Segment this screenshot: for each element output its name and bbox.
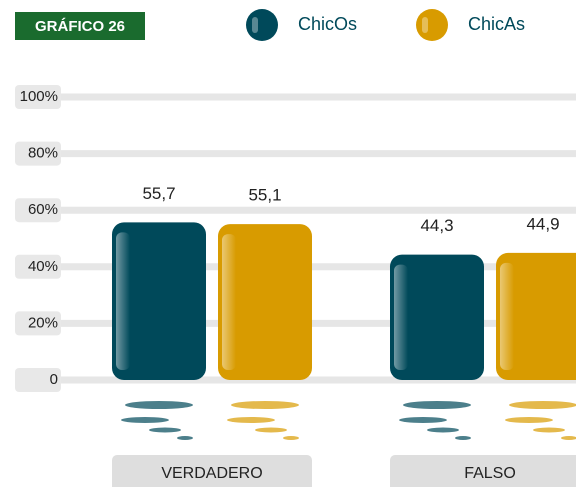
category-box (112, 455, 312, 487)
y-tick-label: 60% (28, 201, 58, 218)
legend-label: ChicOs (298, 14, 357, 34)
tick-box (15, 311, 61, 336)
bar (496, 252, 576, 380)
reflection (509, 401, 576, 409)
bar (390, 254, 484, 380)
bar (112, 222, 206, 380)
reflection (227, 417, 275, 423)
reflection (121, 417, 169, 423)
legend-label: ChicAs (468, 14, 525, 34)
legend-shine (252, 17, 258, 33)
value-label: 55,1 (248, 186, 281, 205)
reflection (427, 427, 459, 433)
reflection (125, 401, 193, 409)
y-tick-label: 0 (50, 371, 58, 388)
legend-shine (422, 17, 428, 33)
y-tick-label: 100% (20, 88, 58, 105)
reflection (561, 436, 576, 440)
x-tick-label: FALSO (464, 465, 516, 482)
tick-box (15, 85, 61, 109)
reflection (533, 427, 565, 433)
tick-box (15, 254, 61, 279)
x-tick-label: VERDADERO (161, 465, 262, 482)
bar-shine (222, 234, 236, 370)
bar (218, 224, 312, 380)
reflection (255, 427, 287, 433)
reflection (399, 417, 447, 423)
tick-box (15, 141, 61, 166)
y-tick-label: 40% (28, 258, 58, 275)
y-tick-label: 80% (28, 145, 58, 162)
reflection (231, 401, 299, 409)
reflection (177, 436, 193, 440)
reflection (283, 436, 299, 440)
legend-swatch (416, 9, 448, 41)
value-label: 55,7 (142, 184, 175, 203)
bar-shine (394, 264, 408, 370)
title-badge (15, 12, 145, 40)
reflection (149, 427, 181, 433)
reflection (455, 436, 471, 440)
reflection (505, 417, 553, 423)
chart-title: GRÁFICO 26 (35, 18, 125, 35)
y-tick-label: 20% (28, 314, 58, 331)
category-box (390, 455, 576, 487)
tick-box (15, 368, 61, 392)
tick-box (15, 198, 61, 223)
bar-shine (500, 262, 514, 370)
legend-swatch (246, 9, 278, 41)
reflection (403, 401, 471, 409)
bar-shine (116, 232, 130, 370)
value-label: 44,3 (420, 216, 453, 235)
value-label: 44,9 (526, 214, 559, 233)
